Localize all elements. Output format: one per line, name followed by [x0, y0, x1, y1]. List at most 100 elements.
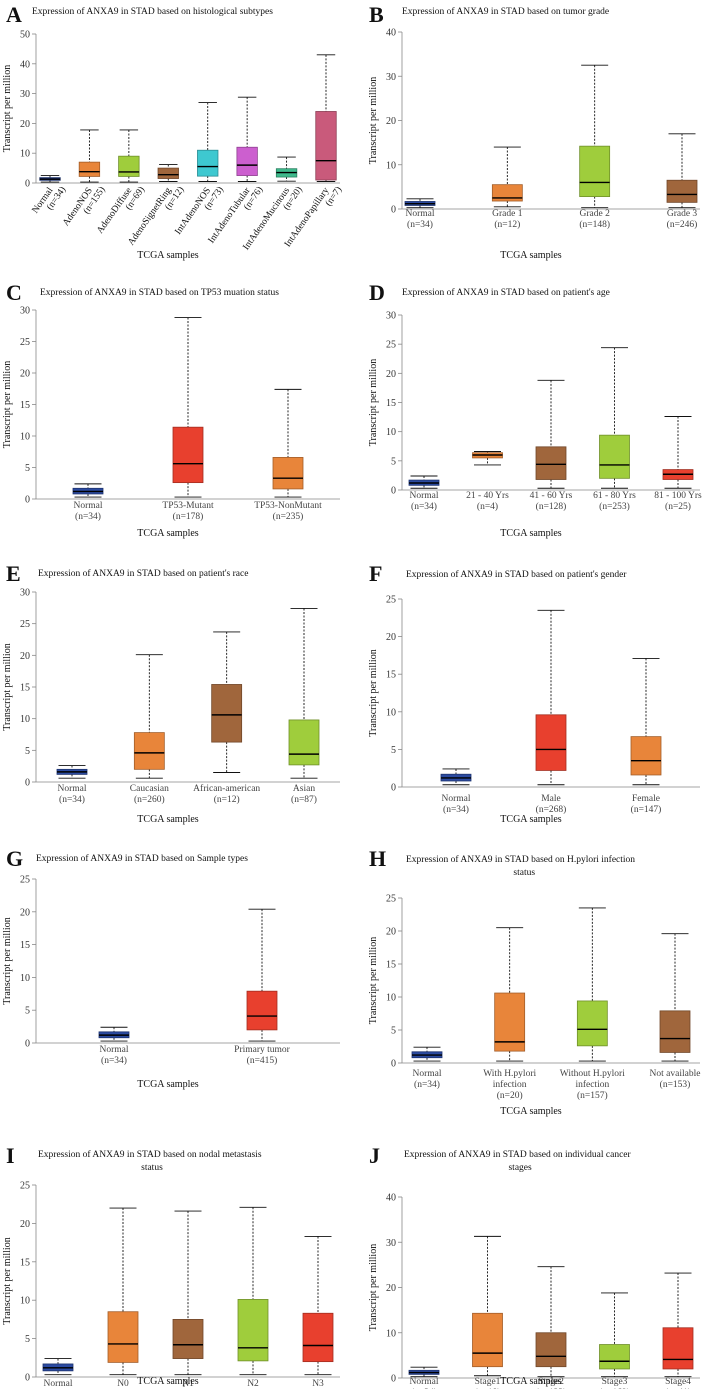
box-3: AdenoSignetRing(n=12) — [126, 164, 187, 247]
box-body — [472, 1312, 503, 1368]
box-body — [315, 111, 337, 181]
box-body — [272, 457, 304, 490]
chart-title: Expression of ANXA9 in STAD based on pat… — [402, 287, 610, 298]
y-tick-label: 15 — [20, 940, 30, 951]
x-tick-label-name: African-american — [193, 783, 260, 794]
y-tick-label: 30 — [20, 89, 30, 100]
y-tick-label: 20 — [386, 632, 396, 643]
x-tick-label-name: Stage1 — [475, 1377, 501, 1387]
x-tick-label-count: (n=4) — [477, 501, 498, 512]
y-tick-label: 25 — [386, 595, 396, 606]
y-tick-label: 20 — [20, 651, 30, 662]
box-0: Normal(n=34) — [72, 483, 104, 522]
x-tick-label-line2: infection — [575, 1079, 609, 1090]
x-tick-label-name: Male — [541, 794, 561, 804]
box-body — [576, 1000, 608, 1047]
x-tick-label-count: (n=20) — [497, 1090, 523, 1101]
x-tick-label-name: N1 — [182, 1379, 194, 1389]
box-body — [535, 714, 567, 771]
x-tick-label-count: (n=34) — [407, 219, 433, 230]
x-tick-label-count: (n=34) — [414, 1079, 440, 1090]
box-2: N1(n=112) — [172, 1210, 204, 1389]
x-tick-label-name: N3 — [312, 1379, 324, 1389]
x-tick-label-name: Normal — [73, 501, 102, 511]
y-tick-label: 20 — [386, 369, 396, 380]
y-tick-label: 40 — [386, 28, 396, 39]
chart-title: Expression of ANXA9 in STAD based on pat… — [38, 568, 248, 579]
panel-letter: D — [369, 280, 385, 305]
x-tick-label-name: Caucasian — [130, 784, 169, 794]
y-tick-label: 10 — [20, 432, 30, 443]
x-tick-label-count: (n=235) — [273, 511, 304, 522]
x-axis-label: TCGA samples — [500, 814, 561, 825]
chart-panel-d: D Expression of ANXA9 in STAD based on pa… — [368, 280, 702, 539]
x-tick-label-count: (n=18) — [475, 1387, 501, 1389]
x-tick-label-name: Normal — [405, 209, 434, 219]
y-tick-label: 10 — [386, 993, 396, 1004]
x-tick-label-count: (n=34) — [75, 511, 101, 522]
box-body — [211, 684, 243, 743]
x-tick-label-count: (n=87) — [291, 794, 317, 805]
x-tick-label-name: Stage4 — [665, 1377, 691, 1387]
box-body — [288, 719, 320, 766]
x-tick-label-name: Grade 3 — [667, 209, 698, 219]
box-2: 41 - 60 Yrs(n=128) — [530, 379, 573, 512]
x-tick-label-name: Normal — [412, 1069, 441, 1079]
x-tick-label-name: Normal — [409, 1377, 438, 1387]
chart-title: Expression of ANXA9 in STAD based on his… — [32, 6, 273, 17]
x-axis-label: TCGA samples — [500, 250, 561, 261]
x-tick-label-name: Normal — [409, 491, 438, 501]
chart-title-line2: status — [141, 1163, 163, 1173]
y-tick-label: 0 — [391, 1374, 396, 1385]
panel-letter: A — [6, 2, 22, 27]
y-tick-label: 0 — [25, 778, 30, 789]
y-tick-label: 10 — [386, 160, 396, 171]
y-tick-label: 30 — [386, 72, 396, 83]
y-tick-label: 20 — [20, 907, 30, 918]
x-tick-label-line1: With H.pylori — [483, 1069, 536, 1079]
y-tick-label: 25 — [20, 337, 30, 348]
box-body — [630, 736, 662, 776]
box-3: N2(n=79) — [237, 1206, 269, 1389]
x-tick-label-line2: infection — [493, 1079, 527, 1090]
chart-title: Expression of ANXA9 in STAD based on Sam… — [36, 853, 248, 864]
y-tick-label: 0 — [391, 783, 396, 794]
x-tick-label-name: TP53-NonMutant — [254, 501, 322, 511]
x-axis-label: TCGA samples — [500, 1106, 561, 1117]
x-tick-label-count: (n=34) — [411, 1387, 437, 1389]
y-tick-label: 20 — [20, 369, 30, 380]
x-axis-label: TCGA samples — [137, 250, 198, 261]
y-tick-label: 15 — [20, 683, 30, 694]
y-tick-label: 30 — [386, 1238, 396, 1249]
box-1: AdenoNOS(n=155) — [61, 129, 108, 228]
box-2: Without H.pylori infection(n=157) — [560, 907, 625, 1101]
chart-title: Expression of ANXA9 in STAD based on ind… — [404, 1149, 632, 1160]
chart-title: Expression of ANXA9 in STAD based on nod… — [38, 1149, 262, 1160]
chart-panel-b: B Expression of ANXA9 in STAD based on tu… — [368, 2, 700, 261]
box-0: Normal(n=34) — [411, 1046, 443, 1090]
box-0: Normal(n=34) — [42, 1358, 74, 1389]
y-tick-label: 0 — [25, 1373, 30, 1384]
panel-letter: J — [369, 1143, 380, 1168]
box-body — [666, 179, 698, 203]
box-1: N0(n=123) — [107, 1207, 139, 1389]
x-tick-label-count: (n=25) — [665, 501, 691, 512]
x-tick-label-name: Normal — [441, 794, 470, 804]
panel-letter: B — [369, 2, 384, 27]
y-axis-label: Transcript per million — [368, 359, 379, 446]
x-tick-label-count: (n=12) — [494, 219, 520, 230]
chart-title-line2: stages — [508, 1163, 532, 1173]
y-tick-label: 10 — [386, 1328, 396, 1339]
y-tick-label: 0 — [391, 205, 396, 216]
x-tick-label-name: Grade 2 — [579, 209, 610, 219]
chart-panel-c: C Expression of ANXA9 in STAD based on TP… — [2, 280, 340, 539]
y-tick-label: 10 — [20, 1296, 30, 1307]
box-1: Grade 1(n=12) — [491, 146, 523, 230]
x-tick-label-name: Grade 1 — [492, 209, 523, 219]
x-axis-label: TCGA samples — [137, 1079, 198, 1090]
x-tick-label-name: Normal — [43, 1379, 72, 1389]
chart-panel-h: H Expression of ANXA9 in STAD based on H.… — [368, 846, 700, 1117]
box-body — [659, 1010, 691, 1053]
panel-letter: F — [369, 561, 382, 586]
box-body — [579, 145, 611, 198]
